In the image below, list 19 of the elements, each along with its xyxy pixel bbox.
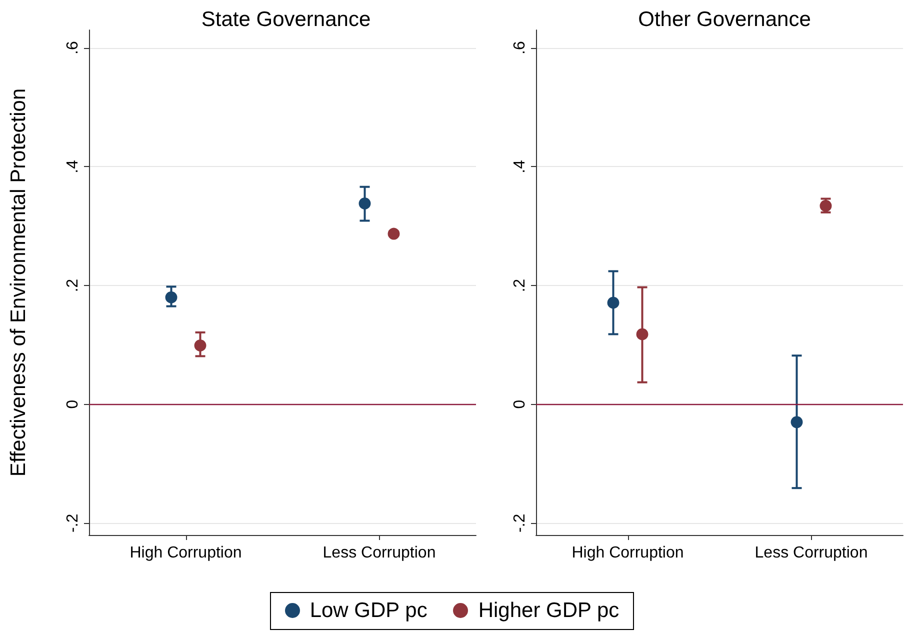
y-tick-label: .2 (512, 278, 528, 292)
y-tick-label: 0 (512, 400, 528, 409)
y-tick-label: -.2 (64, 514, 82, 532)
x-tick-label: Less Corruption (754, 544, 868, 562)
legend-label: Higher GDP pc (477, 599, 620, 623)
y-tick-label: 0 (64, 400, 82, 409)
chart-title: Other Governance (638, 8, 811, 31)
x-tick-label: High Corruption (130, 544, 242, 562)
legend-label: Low GDP pc (308, 599, 428, 623)
y-tick-label: -.2 (512, 514, 528, 532)
x-tick-label: High Corruption (572, 544, 684, 562)
y-tick-label: .6 (512, 41, 528, 54)
y-tick-label: .4 (512, 160, 528, 174)
x-tick-label: Less Corruption (322, 544, 436, 562)
chart-title: State Governance (201, 8, 371, 31)
y-tick-label: .6 (64, 41, 82, 54)
y-tick-label: .2 (64, 278, 82, 292)
y-axis-title: Effectiveness of Environmental Protection (7, 88, 30, 477)
y-tick-label: .4 (64, 160, 82, 174)
